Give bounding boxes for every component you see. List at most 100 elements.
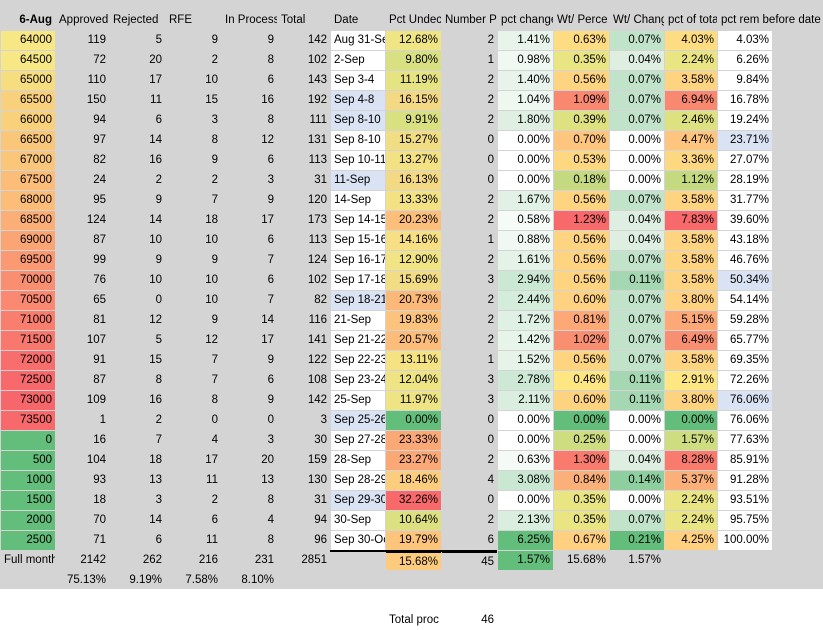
table-cell-i[interactable]: 0 — [487, 414, 494, 426]
table-cell-b[interactable]: 97 — [93, 134, 106, 146]
table-cell-g[interactable]: Sep 22-23 — [331, 351, 385, 370]
table-cell-k[interactable]: 0.56% — [554, 251, 609, 270]
table-cell-e[interactable]: 9 — [267, 34, 274, 46]
table-cell-d[interactable]: 8 — [211, 134, 218, 146]
table-cell-f[interactable]: 142 — [307, 34, 327, 46]
table-cell-m[interactable]: 4.47% — [665, 131, 717, 150]
header-cell-f[interactable]: Total — [281, 14, 306, 26]
table-cell-m[interactable]: 2.24% — [665, 51, 717, 70]
table-cell-k[interactable]: 0.56% — [554, 271, 609, 290]
table-cell-h[interactable]: 0.00% — [386, 411, 441, 430]
table-cell-b[interactable]: 150 — [86, 94, 106, 106]
table-cell-h[interactable]: 15.69% — [386, 271, 441, 290]
table-cell-m[interactable]: 2.24% — [665, 511, 717, 530]
table-cell-j[interactable]: 1.52% — [498, 351, 553, 370]
table-cell-h[interactable]: 10.64% — [386, 511, 441, 530]
table-cell-n[interactable]: 23.71% — [718, 131, 772, 150]
table-cell-k[interactable]: 0.00% — [554, 411, 609, 430]
table-cell-d[interactable]: 7 — [211, 374, 218, 386]
table-cell-k[interactable]: 0.84% — [554, 471, 609, 490]
table-cell-b[interactable]: 81 — [93, 314, 106, 326]
table-cell-d[interactable]: 0 — [211, 414, 218, 426]
table-cell-m[interactable]: 1.12% — [665, 171, 717, 190]
table-cell-j[interactable]: 1.40% — [498, 71, 553, 90]
table-cell-j[interactable]: 0.58% — [498, 211, 553, 230]
table-cell-b[interactable]: 109 — [86, 394, 106, 406]
table-cell-l[interactable]: 0.00% — [610, 131, 664, 150]
table-cell-h[interactable]: 11.97% — [386, 391, 441, 410]
table-cell-n[interactable]: 59.28% — [718, 311, 772, 330]
table-cell-m[interactable]: 3.80% — [665, 291, 717, 310]
table-cell-e[interactable]: 9 — [267, 394, 274, 406]
table-cell-f[interactable]: 82 — [314, 294, 327, 306]
table-cell-a[interactable]: 73000 — [1, 391, 55, 410]
table-cell-e[interactable]: 8 — [267, 54, 274, 66]
table-cell-n[interactable]: 95.75% — [718, 511, 772, 530]
table-cell-e[interactable]: 6 — [267, 374, 274, 386]
table-cell-a[interactable]: 2000 — [1, 511, 55, 530]
table-cell-d[interactable]: 2 — [211, 174, 218, 186]
header-cell-l[interactable]: Wt/ Chang — [613, 14, 664, 26]
totals-cell-b[interactable]: 2142 — [80, 554, 106, 566]
table-cell-c[interactable]: 16 — [149, 154, 162, 166]
table-cell-n[interactable]: 77.63% — [718, 431, 772, 450]
table-cell-l[interactable]: 0.11% — [610, 391, 664, 410]
table-cell-b[interactable]: 76 — [93, 274, 106, 286]
table-cell-m[interactable]: 3.58% — [665, 71, 717, 90]
table-cell-m[interactable]: 4.25% — [665, 531, 717, 550]
table-cell-f[interactable]: 143 — [307, 74, 327, 86]
table-cell-j[interactable]: 1.61% — [498, 251, 553, 270]
table-cell-g[interactable]: Sep 4-8 — [331, 91, 385, 110]
table-cell-c[interactable]: 20 — [149, 54, 162, 66]
table-cell-l[interactable]: 0.00% — [610, 431, 664, 450]
table-cell-c[interactable]: 0 — [155, 294, 162, 306]
table-cell-i[interactable]: 4 — [487, 474, 494, 486]
table-cell-f[interactable]: 113 — [308, 154, 327, 166]
totals-cell-e[interactable]: 231 — [254, 554, 274, 566]
table-cell-b[interactable]: 16 — [93, 434, 106, 446]
table-cell-k[interactable]: 0.60% — [554, 391, 609, 410]
table-cell-k[interactable]: 1.30% — [554, 451, 609, 470]
table-cell-a[interactable]: 0 — [1, 431, 55, 450]
table-cell-a[interactable]: 67000 — [1, 151, 55, 170]
table-cell-l[interactable]: 0.07% — [610, 191, 664, 210]
table-cell-b[interactable]: 1 — [99, 414, 106, 426]
table-cell-e[interactable]: 6 — [267, 154, 274, 166]
table-cell-f[interactable]: 141 — [307, 334, 327, 346]
totals-cell-j[interactable]: 1.57% — [498, 551, 553, 570]
table-cell-g[interactable]: Sep 27-28 — [331, 431, 385, 450]
table-cell-k[interactable]: 0.56% — [554, 351, 609, 370]
table-cell-g[interactable]: Sep 3-4 — [331, 71, 385, 90]
table-cell-n[interactable]: 50.34% — [718, 271, 772, 290]
table-cell-c[interactable]: 3 — [155, 494, 162, 506]
table-cell-j[interactable]: 0.00% — [498, 431, 553, 450]
table-cell-b[interactable]: 107 — [86, 334, 106, 346]
table-cell-c[interactable]: 7 — [155, 434, 162, 446]
table-cell-a[interactable]: 65500 — [1, 91, 55, 110]
table-cell-f[interactable]: 94 — [314, 514, 327, 526]
table-cell-m[interactable]: 7.83% — [665, 211, 717, 230]
table-cell-k[interactable]: 0.60% — [554, 291, 609, 310]
table-cell-f[interactable]: 116 — [308, 314, 327, 326]
table-cell-g[interactable]: Sep 18-21 — [331, 291, 385, 310]
table-cell-i[interactable]: 2 — [487, 454, 494, 466]
table-cell-f[interactable]: 102 — [307, 54, 327, 66]
table-cell-a[interactable]: 67500 — [1, 171, 55, 190]
table-cell-l[interactable]: 0.07% — [610, 291, 664, 310]
table-cell-d[interactable]: 8 — [211, 394, 218, 406]
totals-cell-h[interactable]: 15.68% — [386, 551, 441, 570]
table-cell-m[interactable]: 2.91% — [665, 371, 717, 390]
table-cell-i[interactable]: 2 — [487, 74, 494, 86]
table-cell-e[interactable]: 4 — [267, 514, 274, 526]
table-cell-d[interactable]: 15 — [205, 94, 218, 106]
table-cell-g[interactable]: Sep 10-11 — [331, 151, 385, 170]
table-cell-l[interactable]: 0.07% — [610, 251, 664, 270]
table-cell-j[interactable]: 0.63% — [498, 451, 553, 470]
table-cell-n[interactable]: 27.07% — [718, 151, 772, 170]
table-cell-c[interactable]: 14 — [149, 214, 162, 226]
header-cell-m[interactable]: pct of tota — [668, 14, 717, 26]
table-cell-j[interactable]: 0.88% — [498, 231, 553, 250]
table-cell-e[interactable]: 3 — [267, 174, 274, 186]
table-cell-e[interactable]: 14 — [261, 314, 274, 326]
table-cell-d[interactable]: 9 — [211, 154, 218, 166]
